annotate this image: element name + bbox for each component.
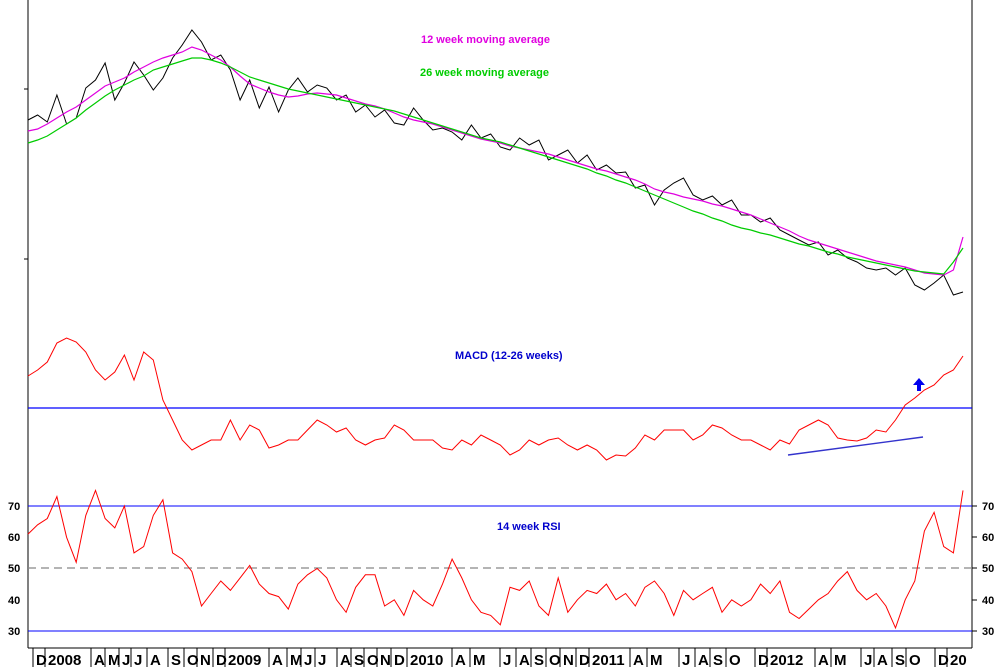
x-tick-label: S xyxy=(534,652,544,667)
x-tick-label: J xyxy=(864,652,872,667)
x-tick-label: O xyxy=(729,652,741,667)
x-tick-label: O xyxy=(549,652,561,667)
macd-series-line xyxy=(27,337,964,461)
ma26-series-line xyxy=(27,57,964,275)
x-tick-label: J xyxy=(122,652,130,667)
macd-title: MACD (12-26 weeks) xyxy=(455,350,563,362)
chart-frame xyxy=(24,0,973,649)
x-tick-label: A xyxy=(877,652,888,667)
x-tick-label: A xyxy=(272,652,283,667)
x-tick-label: 2010 xyxy=(410,652,443,667)
x-tick-label: A xyxy=(818,652,829,667)
x-tick-label: A xyxy=(633,652,644,667)
x-tick-label: O xyxy=(367,652,379,667)
x-tick-label: M xyxy=(290,652,303,667)
x-tick-label: 2011 xyxy=(592,652,625,667)
x-tick-label: J xyxy=(304,652,312,667)
x-tick-label: J xyxy=(503,652,511,667)
rsi-ticks-right: 70 60 50 40 30 xyxy=(972,501,994,638)
rsi-tick-left-70: 70 xyxy=(8,501,20,513)
x-tick-label: O xyxy=(187,652,199,667)
x-tick-label: D xyxy=(758,652,769,667)
x-axis: D 2008 A M J J A S O N D 2009 A M J J A S O N D 2010 A M J A S O N D 2… xyxy=(32,648,967,667)
rsi-tick-left-30: 30 xyxy=(8,626,20,638)
x-tick-label: N xyxy=(380,652,391,667)
x-tick-label: N xyxy=(563,652,574,667)
x-tick-label: M xyxy=(108,652,121,667)
rsi-tick-right-40: 40 xyxy=(982,595,994,607)
x-tick-label: 20 xyxy=(950,652,967,667)
x-tick-label: 2012 xyxy=(770,652,803,667)
x-tick-label: O xyxy=(909,652,921,667)
x-tick-label: J xyxy=(318,652,326,667)
rsi-tick-right-60: 60 xyxy=(982,532,994,544)
rsi-panel xyxy=(27,488,964,630)
x-tick-label: S xyxy=(713,652,723,667)
x-tick-label: M xyxy=(650,652,663,667)
rsi-series-line xyxy=(27,488,964,630)
rsi-tick-left-60: 60 xyxy=(8,532,20,544)
x-tick-label: A xyxy=(94,652,105,667)
x-tick-label: A xyxy=(150,652,161,667)
price-panel xyxy=(27,29,964,296)
x-tick-label: D xyxy=(36,652,47,667)
x-tick-label: S xyxy=(895,652,905,667)
ma12-series-line xyxy=(27,46,964,276)
x-tick-label: S xyxy=(171,652,181,667)
arrow-up-icon xyxy=(913,378,925,391)
x-tick-label: A xyxy=(455,652,466,667)
rsi-ticks-left: 70 60 50 40 30 xyxy=(8,501,20,638)
legend-ma26: 26 week moving average xyxy=(420,67,549,79)
x-tick-label: 2008 xyxy=(48,652,81,667)
x-tick-label: D xyxy=(579,652,590,667)
rsi-tick-left-50: 50 xyxy=(8,563,20,575)
rsi-tick-left-40: 40 xyxy=(8,595,20,607)
x-tick-label: S xyxy=(354,652,364,667)
legend-ma12: 12 week moving average xyxy=(421,34,550,46)
x-tick-label: A xyxy=(519,652,530,667)
x-tick-label: 2009 xyxy=(228,652,261,667)
x-tick-label: M xyxy=(473,652,486,667)
rsi-tick-right-50: 50 xyxy=(982,563,994,575)
x-tick-label: A xyxy=(340,652,351,667)
x-tick-label: J xyxy=(134,652,142,667)
rsi-title: 14 week RSI xyxy=(497,521,561,533)
x-tick-label: M xyxy=(834,652,847,667)
x-tick-label: D xyxy=(216,652,227,667)
x-tick-label: D xyxy=(938,652,949,667)
x-tick-label: N xyxy=(200,652,211,667)
macd-trend-line xyxy=(787,436,924,456)
macd-panel xyxy=(27,337,964,461)
rsi-tick-right-70: 70 xyxy=(982,501,994,513)
rsi-tick-right-30: 30 xyxy=(982,626,994,638)
x-tick-label: J xyxy=(682,652,690,667)
x-tick-label: A xyxy=(698,652,709,667)
x-tick-label: D xyxy=(394,652,405,667)
